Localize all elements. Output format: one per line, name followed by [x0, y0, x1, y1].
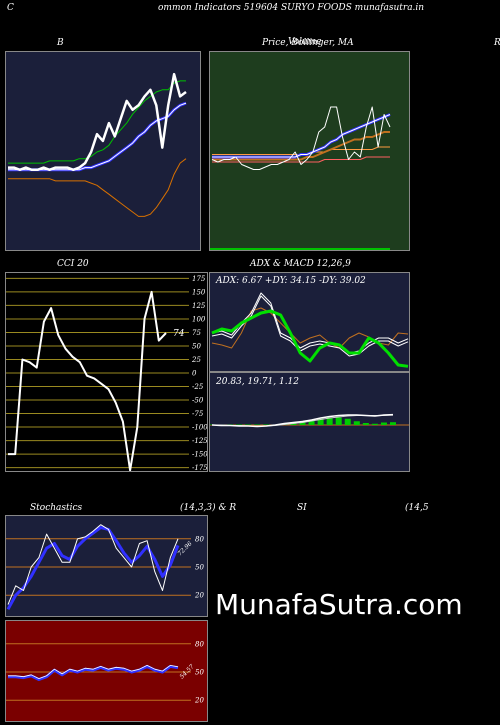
cci-tick-label: -125 — [192, 437, 208, 445]
cci-tick-label: 150 — [192, 288, 206, 296]
ma-short-core-line — [212, 114, 391, 158]
macd-histogram-bar — [380, 422, 387, 425]
cci-tick-label: -175 — [192, 464, 208, 472]
macd-histogram-bar — [390, 422, 396, 425]
price-lower-line — [212, 156, 390, 163]
macd-histogram-bar — [371, 423, 378, 425]
cci-tick-label: 75 — [192, 329, 201, 337]
cci-tick-label: -100 — [192, 424, 208, 432]
adx-line — [211, 309, 409, 368]
cci-tick-label: -25 — [192, 383, 204, 391]
macd-histogram-bar — [335, 417, 342, 425]
bollinger-chart — [8, 72, 187, 217]
stoch-k-line — [7, 524, 179, 605]
price-ma-panel — [209, 51, 410, 251]
price-line — [8, 72, 187, 172]
cci-chart: 175 150 125 100 75 50 25 0 -25 -50 -75 -100 -125 -150… — [6, 275, 208, 472]
stoch-tick-label: 20 — [194, 592, 204, 600]
stochastics-params: (14,3,3) & R — [180, 503, 237, 513]
macd-histogram-bar — [236, 424, 243, 425]
cci-tick-label: 50 — [192, 342, 201, 350]
cci-panel: 175 150 125 100 75 50 25 0 -25 -50 -75 -100 -125 -150… — [5, 272, 208, 472]
rsi-tick-label: 20 — [194, 697, 204, 705]
header-left-letter: C — [7, 3, 14, 13]
cci-tick-label: 0 — [192, 370, 197, 378]
rsi-tick-label: 50 — [195, 669, 204, 677]
right-edge-letter: R — [494, 38, 500, 48]
stoch-tick-label: 50 — [195, 564, 204, 572]
macd-histogram-bar — [362, 423, 369, 425]
macd-histogram-bar — [353, 421, 360, 425]
watermark: MunafaSutra.com — [215, 588, 463, 621]
cci-tick-label: -75 — [192, 410, 204, 418]
rsi-tick-label: 80 — [195, 640, 204, 648]
rsi-params: (14,5 — [405, 503, 429, 513]
stochastics-chart: 80 50 20 72.96 — [6, 524, 204, 611]
macd-histogram-bar — [317, 418, 324, 425]
stoch-value-label: 72.96 — [176, 540, 193, 557]
bollinger-title: B — [57, 38, 64, 48]
bollinger-panel — [5, 51, 201, 251]
cci-tick-label: -50 — [192, 397, 204, 405]
stoch-tick-label: 80 — [195, 535, 204, 543]
cci-tick-label: -150 — [192, 451, 208, 459]
adx-chart — [211, 292, 409, 368]
rsi-value-label: 54.57 — [178, 663, 195, 680]
adx-panel: ADX: 6.67 +DY: 34.15 -DY: 39.02 — [209, 272, 410, 372]
stochastics-title: Stochastics — [30, 503, 83, 513]
stoch-d-line — [6, 526, 180, 611]
price-line — [211, 106, 391, 170]
rsi-panel: 80 50 20 54.57 — [5, 620, 208, 722]
macd-histogram-bar — [299, 421, 306, 425]
cci-tick-label: 175 — [192, 275, 206, 283]
adx-readout: ADX: 6.67 +DY: 34.15 -DY: 39.02 — [216, 276, 366, 286]
cci-value-label: 74 — [173, 329, 185, 339]
macd-chart — [210, 413, 409, 428]
lower-band-line — [8, 158, 187, 217]
page-title: ommon Indicators 519604 SURYO FOODS muna… — [158, 3, 425, 13]
price-ma-overlap-title: Volume — [288, 37, 322, 47]
macd-histogram-bar — [263, 424, 270, 425]
cci-tick-label: 100 — [192, 315, 206, 323]
cci-tick-label: 125 — [192, 302, 206, 310]
cci-line — [8, 290, 167, 471]
upper-band-line — [8, 80, 186, 164]
stochastics-panel: 80 50 20 72.96 — [5, 515, 208, 617]
macd-panel: 20.83, 19.71, 1.12 — [209, 372, 410, 472]
macd-histogram-bar — [326, 417, 333, 425]
rsi-core-line — [8, 665, 179, 679]
macd-readout: 20.83, 19.71, 1.12 — [216, 377, 300, 387]
macd-histogram-bar — [245, 424, 252, 425]
macd-histogram-bar — [254, 424, 261, 425]
plus-di-shadow-line — [211, 295, 409, 357]
rsi-chart: 80 50 20 54.57 — [6, 640, 204, 705]
adx-macd-title: ADX & MACD 12,26,9 — [250, 259, 351, 269]
macd-histogram-bar — [308, 420, 315, 425]
ma-long-line — [212, 131, 390, 161]
rsi-title: SI — [297, 503, 307, 513]
price-ma-chart — [210, 106, 391, 250]
macd-line — [211, 413, 394, 428]
rsi-line — [8, 664, 179, 681]
ma-short-line — [212, 113, 391, 159]
macd-histogram-bar — [344, 418, 351, 425]
price-ma-title: Price, Bollinger, MA — [262, 38, 354, 48]
cci-tick-label: 25 — [191, 356, 201, 364]
cci-title: CCI 20 — [57, 259, 89, 269]
